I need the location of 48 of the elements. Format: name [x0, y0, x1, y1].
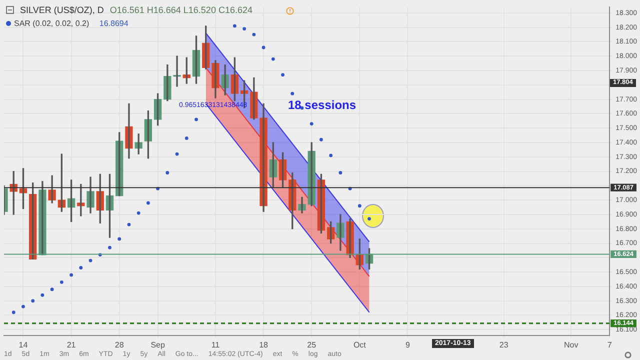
point [233, 24, 236, 28]
point [310, 122, 314, 126]
x-tick-label: 14 [18, 340, 28, 350]
point [175, 152, 179, 156]
point [329, 154, 333, 158]
point [368, 217, 371, 221]
point [146, 201, 150, 205]
legend-label: SAR (0.02, 0.02, 0.2) [14, 19, 90, 28]
x-tick-label: 7 [607, 340, 612, 350]
point [262, 46, 266, 50]
point [12, 310, 16, 314]
point [88, 258, 92, 262]
x-tick-label: 18 [259, 340, 269, 350]
annotation: 18 sessions [288, 98, 356, 112]
x-tick-label: 25 [307, 340, 317, 350]
point [70, 273, 73, 277]
point [184, 136, 188, 140]
chart-title: SILVER (US$/OZ), D [20, 5, 104, 15]
point [166, 171, 170, 174]
x-tick-label: 28 [114, 340, 124, 350]
x-tick-label: 11 [211, 340, 220, 350]
point [338, 171, 342, 174]
x-tick-label: Nov [564, 340, 578, 350]
point [252, 32, 256, 36]
point [290, 92, 294, 96]
point [242, 27, 246, 30]
chart-subtitle: O16.561 H16.664 L16.520 C16.624 [110, 5, 252, 15]
point [50, 288, 54, 292]
point [60, 280, 64, 284]
point [281, 73, 284, 77]
x-tick-label: 9 [406, 340, 410, 350]
point [31, 299, 35, 303]
point [358, 204, 362, 208]
x-tick-label: Oct [353, 340, 367, 350]
point [136, 211, 140, 215]
point [118, 237, 122, 241]
point [127, 222, 131, 226]
point [108, 246, 112, 250]
x-tick-label: 23 [499, 340, 509, 350]
x-tick-label: 21 [66, 340, 76, 350]
point [22, 304, 25, 308]
annotation: 16.8694 [99, 19, 128, 28]
x-tick-label: Sep [150, 340, 166, 350]
point [79, 266, 83, 270]
point [320, 138, 323, 142]
point [194, 118, 198, 122]
point [271, 57, 275, 61]
point [40, 293, 44, 297]
